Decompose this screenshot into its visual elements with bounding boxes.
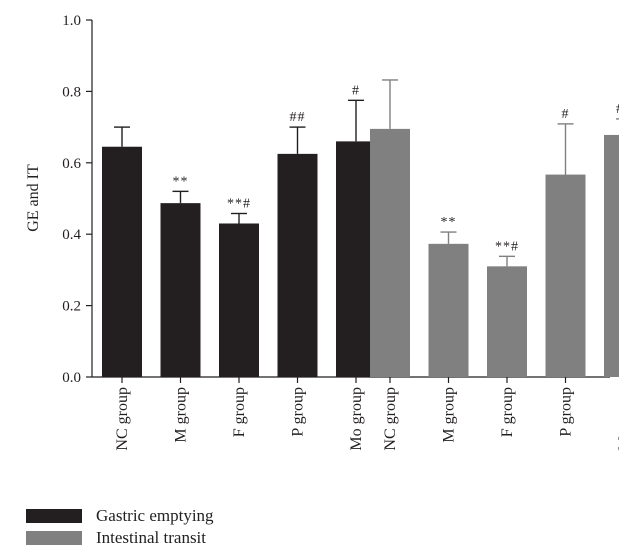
y-tick-label: 0.6 — [62, 156, 81, 172]
legend: Gastric emptying Intestinal transit — [26, 505, 214, 549]
bar — [219, 223, 259, 377]
x-tick-label: P group — [558, 387, 575, 437]
significance-label: ## — [616, 102, 619, 117]
significance-label: # — [562, 107, 570, 122]
x-tick-label: Mo group — [616, 387, 619, 451]
bar — [604, 134, 619, 377]
x-tick-label: F group — [499, 387, 516, 437]
y-axis-label: GE and IT — [25, 164, 42, 232]
x-tick-label: NC group — [114, 387, 131, 451]
significance-label: **# — [495, 239, 519, 254]
significance-label: **# — [227, 196, 251, 211]
y-ticks: 0.0 0.2 0.4 0.6 0.8 1.0 — [62, 13, 92, 386]
legend-label-gastric-emptying: Gastric emptying — [96, 506, 214, 525]
bar — [545, 174, 586, 377]
y-tick-label: 1.0 — [62, 13, 81, 29]
significance-label: # — [352, 83, 360, 98]
bar — [336, 141, 376, 377]
x-tick-label: NC group — [382, 387, 399, 451]
x-tick-label: M group — [173, 387, 190, 443]
significance-label: ** — [173, 174, 189, 189]
legend-swatch-gastric-emptying — [26, 509, 82, 523]
bar-chart: GE and IT 0.00.20.40.60.81.0 ****####***… — [25, 13, 619, 451]
x-tick-label: F group — [231, 387, 248, 437]
x-ticks: NC group M group F group P group Mo group NC … — [114, 377, 619, 451]
bars: ****####****#### — [102, 79, 619, 377]
legend-swatch-intestinal-transit — [26, 531, 82, 545]
bar — [160, 203, 201, 377]
bar — [487, 266, 527, 377]
legend-item-intestinal-transit: Intestinal transit — [26, 527, 214, 549]
y-tick-label: 0.4 — [62, 227, 81, 243]
bar — [370, 128, 410, 377]
significance-label: ## — [290, 110, 306, 125]
x-tick-label: Mo group — [348, 387, 365, 451]
bar — [428, 243, 469, 377]
legend-label-intestinal-transit: Intestinal transit — [96, 528, 207, 547]
significance-label: ** — [441, 215, 457, 230]
x-tick-label: M group — [441, 387, 458, 443]
bar — [277, 153, 318, 377]
x-tick-label: P group — [290, 387, 307, 437]
y-tick-label: 0.8 — [62, 84, 81, 100]
legend-item-gastric-emptying: Gastric emptying — [26, 505, 214, 527]
y-tick-label: 0.0 — [62, 370, 81, 386]
bar — [102, 146, 142, 377]
y-tick-label: 0.2 — [62, 299, 81, 315]
